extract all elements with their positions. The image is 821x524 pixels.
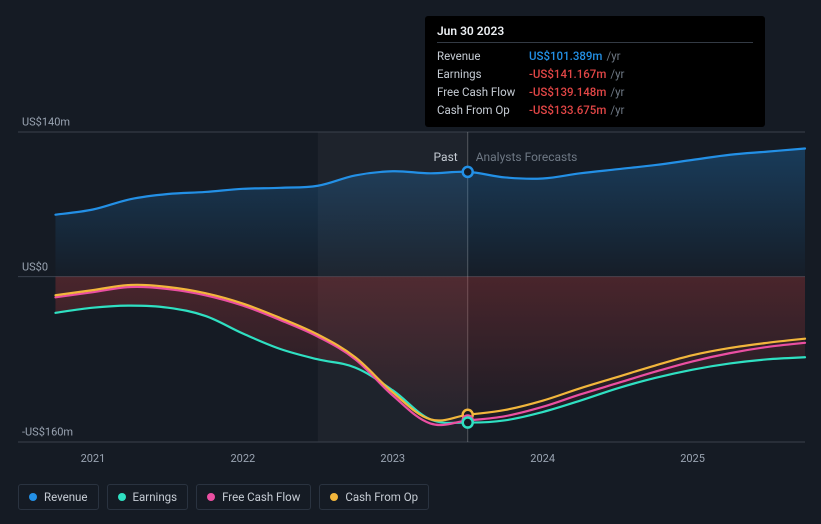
tooltip-row-value: -US$133.675m bbox=[529, 103, 606, 117]
tooltip-row: Cash From Op -US$133.675m /yr bbox=[437, 101, 753, 119]
financial-chart: US$140m US$0 -US$160m 2021 2022 2023 202… bbox=[0, 0, 821, 524]
tooltip-row: Free Cash Flow -US$139.148m /yr bbox=[437, 83, 753, 101]
y-axis-label: US$0 bbox=[22, 260, 48, 273]
x-axis-label: 2024 bbox=[530, 452, 555, 465]
legend-dot-icon bbox=[330, 493, 338, 501]
tooltip-row-label: Free Cash Flow bbox=[437, 85, 529, 99]
tooltip-row-unit: /yr bbox=[606, 49, 620, 63]
tooltip-row-label: Earnings bbox=[437, 67, 529, 81]
legend-label: Earnings bbox=[133, 490, 178, 504]
tooltip-row-unit: /yr bbox=[610, 85, 624, 99]
legend-label: Cash From Op bbox=[345, 490, 418, 504]
x-axis-label: 2025 bbox=[680, 452, 705, 465]
tooltip-row-value: -US$139.148m bbox=[529, 85, 606, 99]
y-axis-label: US$140m bbox=[22, 116, 70, 129]
tooltip-row: Earnings -US$141.167m /yr bbox=[437, 65, 753, 83]
forecast-label: Analysts Forecasts bbox=[476, 150, 578, 164]
legend-item-earnings[interactable]: Earnings bbox=[107, 484, 189, 510]
tooltip-row-value: -US$141.167m bbox=[529, 67, 606, 81]
tooltip-row-unit: /yr bbox=[610, 103, 624, 117]
legend-label: Revenue bbox=[44, 490, 88, 504]
tooltip-row-label: Revenue bbox=[437, 49, 529, 63]
x-axis-label: 2022 bbox=[230, 452, 255, 465]
x-axis-label: 2023 bbox=[380, 452, 405, 465]
y-axis-label: -US$160m bbox=[22, 426, 73, 439]
legend-dot-icon bbox=[118, 493, 126, 501]
tooltip-row-label: Cash From Op bbox=[437, 103, 529, 117]
chart-tooltip: Jun 30 2023 Revenue US$101.389m /yr Earn… bbox=[425, 16, 765, 127]
legend-item-revenue[interactable]: Revenue bbox=[18, 484, 99, 510]
tooltip-row-value: US$101.389m bbox=[529, 49, 602, 63]
past-label: Past bbox=[408, 150, 458, 164]
tooltip-row: Revenue US$101.389m /yr bbox=[437, 47, 753, 65]
x-axis-label: 2021 bbox=[81, 452, 106, 465]
chart-legend: Revenue Earnings Free Cash Flow Cash Fro… bbox=[18, 484, 429, 510]
tooltip-date: Jun 30 2023 bbox=[437, 24, 753, 43]
tooltip-row-unit: /yr bbox=[610, 67, 624, 81]
legend-item-fcf[interactable]: Free Cash Flow bbox=[196, 484, 311, 510]
legend-dot-icon bbox=[207, 493, 215, 501]
legend-item-cfo[interactable]: Cash From Op bbox=[319, 484, 429, 510]
legend-label: Free Cash Flow bbox=[222, 490, 300, 504]
legend-dot-icon bbox=[29, 493, 37, 501]
